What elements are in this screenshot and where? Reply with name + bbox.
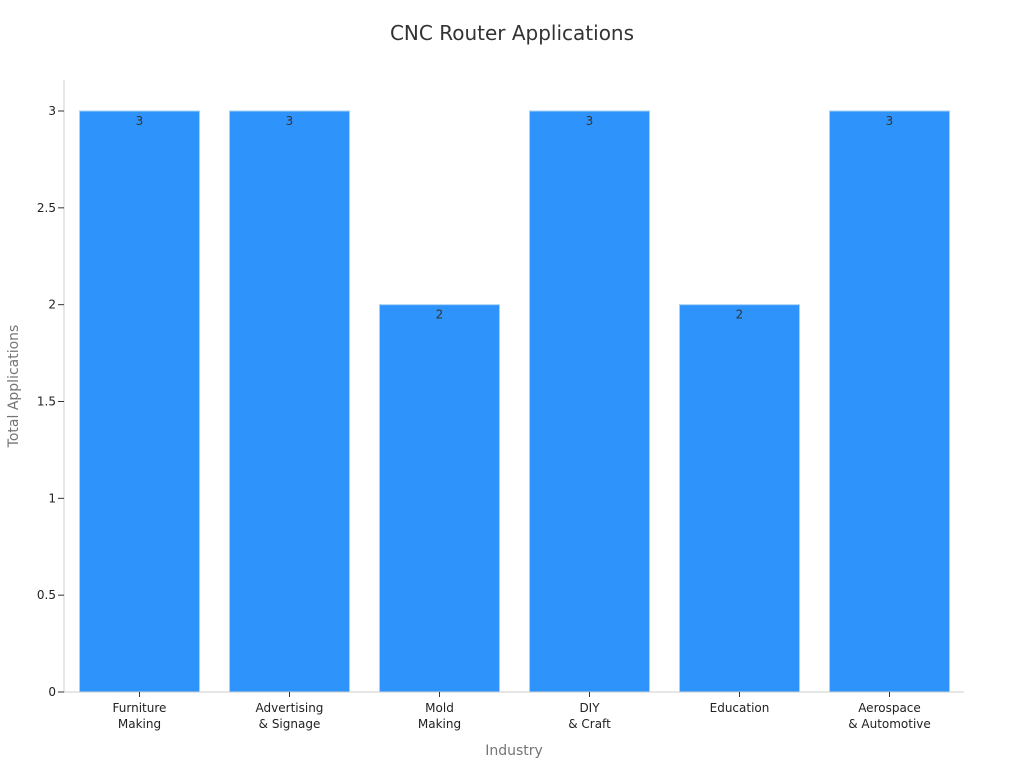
bar <box>529 110 650 693</box>
y-tick-label: 1 <box>48 491 56 505</box>
data-label: 3 <box>586 114 594 128</box>
bar <box>829 110 950 693</box>
x-tick-label: Mold Making <box>418 701 461 731</box>
bar <box>379 304 500 693</box>
x-axis-label: Industry <box>485 743 543 759</box>
x-tick-label: Advertising & Signage <box>256 701 324 731</box>
y-tick-label: 1.5 <box>37 395 56 409</box>
y-tick-label: 2 <box>48 298 56 312</box>
x-tick-label: Furniture Making <box>113 701 167 731</box>
x-tick-label: DIY & Craft <box>568 701 611 731</box>
y-tick-label: 2.5 <box>37 201 56 215</box>
data-label: 2 <box>736 308 744 322</box>
y-tick-label: 0 <box>48 685 56 699</box>
bar <box>79 110 200 693</box>
y-tick-label: 3 <box>48 104 56 118</box>
bar <box>229 110 350 693</box>
bar <box>679 304 800 693</box>
y-tick-label: 0.5 <box>37 588 56 602</box>
y-axis: 0 0.5 1 1.5 2 2.5 3 <box>37 80 65 699</box>
x-tick-label: Aerospace & Automotive <box>848 701 931 731</box>
y-axis-label: Total Applications <box>6 325 22 449</box>
x-tick-label: Education <box>710 701 770 715</box>
chart-title: CNC Router Applications <box>390 21 634 45</box>
data-label: 3 <box>286 114 294 128</box>
x-axis: Furniture Making Advertising & Signage Mold M… <box>64 691 964 731</box>
data-label: 3 <box>886 114 894 128</box>
data-label: 2 <box>436 308 444 322</box>
bars: 3 3 2 3 2 3 <box>79 110 950 693</box>
data-label: 3 <box>136 114 144 128</box>
